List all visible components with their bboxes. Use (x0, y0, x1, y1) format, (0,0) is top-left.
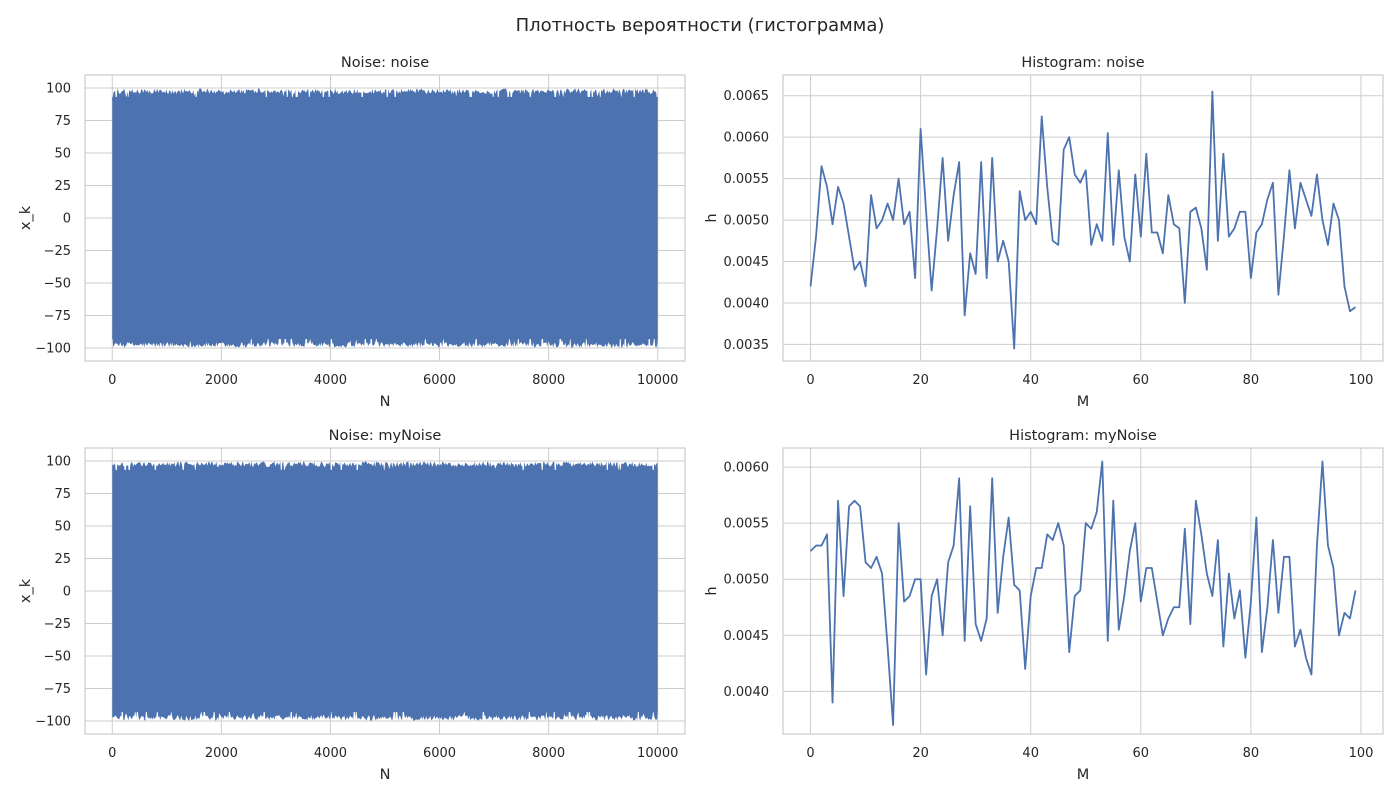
y-tick-label: 0.0060 (724, 131, 770, 146)
x-tick-label: 6000 (423, 373, 456, 388)
y-tick-label: 0.0055 (724, 517, 770, 532)
x-axis-label: N (380, 394, 391, 410)
y-tick-label: 50 (54, 147, 71, 162)
x-tick-label: 10000 (637, 746, 678, 761)
x-tick-label: 100 (1349, 746, 1374, 761)
y-tick-label: 25 (54, 179, 71, 194)
x-tick-label: 0 (108, 373, 116, 388)
y-tick-label: −75 (44, 309, 71, 324)
x-axis-label: N (380, 767, 391, 783)
x-tick-label: 40 (1022, 746, 1039, 761)
y-tick-label: 75 (54, 487, 71, 502)
y-tick-label: 50 (54, 520, 71, 535)
x-tick-label: 60 (1133, 746, 1150, 761)
x-axis-label: M (1077, 394, 1090, 410)
noise-envelope-bottom (112, 701, 658, 721)
y-axis-label: h (704, 213, 720, 222)
x-tick-label: 100 (1349, 373, 1374, 388)
chart-title: Histogram: noise (1021, 55, 1144, 71)
y-tick-label: 75 (54, 114, 71, 129)
x-tick-label: 4000 (314, 746, 347, 761)
y-tick-label: 0.0050 (724, 573, 770, 588)
histogram-line (809, 90, 1357, 350)
x-tick-label: 8000 (532, 746, 565, 761)
y-tick-label: −25 (44, 617, 71, 632)
x-tick-label: 80 (1243, 746, 1260, 761)
y-tick-label: −25 (44, 244, 71, 259)
chart-mynoise-signal: 0 2000 4000 6000 8000 10000 −100 −75 −50 −25 0 25 50… (18, 428, 686, 783)
chart-noise-hist: 0 20 40 60 80 100 0.0035 0.0040 0.0045 0.0050 0.00… (704, 55, 1384, 410)
x-tick-label: 40 (1022, 373, 1039, 388)
y-tick-label: 0.0050 (724, 214, 770, 229)
y-axis-label: x_k (18, 578, 34, 603)
noise-envelope-top (112, 461, 658, 481)
x-tick-label: 4000 (314, 373, 347, 388)
chart-mynoise-hist: 0 20 40 60 80 100 0.0040 0.0045 0.0050 0.0055 0.00… (704, 428, 1384, 783)
y-tick-label: −50 (44, 277, 71, 292)
y-tick-label: 100 (46, 455, 71, 470)
noise-band (112, 470, 658, 712)
x-tick-label: 80 (1243, 373, 1260, 388)
y-tick-label: −75 (44, 682, 71, 697)
chart-title: Noise: noise (341, 55, 429, 71)
y-tick-label: −100 (35, 342, 71, 357)
histogram-line (809, 460, 1357, 726)
noise-envelope-bottom (112, 328, 658, 348)
y-tick-label: 0.0040 (724, 296, 770, 311)
y-tick-label: 100 (46, 82, 71, 97)
x-tick-label: 2000 (205, 373, 238, 388)
y-axis-label: h (704, 586, 720, 595)
x-tick-label: 2000 (205, 746, 238, 761)
y-tick-label: 0 (63, 585, 71, 600)
x-tick-label: 8000 (532, 373, 565, 388)
axes-frame (84, 74, 686, 362)
noise-envelope-top (112, 88, 658, 108)
y-tick-label: 0 (63, 212, 71, 227)
y-tick-label: 0.0040 (724, 685, 770, 700)
chart-title: Histogram: myNoise (1009, 428, 1157, 444)
y-tick-label: 0.0035 (724, 338, 770, 353)
y-tick-label: 25 (54, 552, 71, 567)
chart-title: Noise: myNoise (329, 428, 442, 444)
x-axis-label: M (1077, 767, 1090, 783)
x-tick-label: 0 (108, 746, 116, 761)
y-tick-label: 0.0045 (724, 255, 770, 270)
figure-suptitle: Плотность вероятности (гистограмма) (516, 15, 885, 36)
y-tick-label: −100 (35, 715, 71, 730)
y-tick-label: 0.0045 (724, 629, 770, 644)
x-tick-label: 10000 (637, 373, 678, 388)
axes-frame (782, 447, 1384, 735)
y-tick-label: 0.0055 (724, 172, 770, 187)
noise-band (112, 97, 658, 339)
axes-frame (782, 74, 1384, 362)
x-tick-label: 60 (1133, 373, 1150, 388)
x-tick-label: 0 (806, 746, 814, 761)
x-tick-label: 20 (912, 373, 929, 388)
y-tick-label: 0.0065 (724, 89, 770, 104)
y-tick-label: 0.0060 (724, 461, 770, 476)
x-tick-label: 20 (912, 746, 929, 761)
axes-frame (84, 447, 686, 735)
x-tick-label: 0 (806, 373, 814, 388)
y-axis-label: x_k (18, 205, 34, 230)
chart-noise-signal: 0 2000 4000 6000 8000 10000 −100 −75 −50 −25 0 25 50… (18, 55, 686, 410)
y-tick-label: −50 (44, 650, 71, 665)
x-tick-label: 6000 (423, 746, 456, 761)
